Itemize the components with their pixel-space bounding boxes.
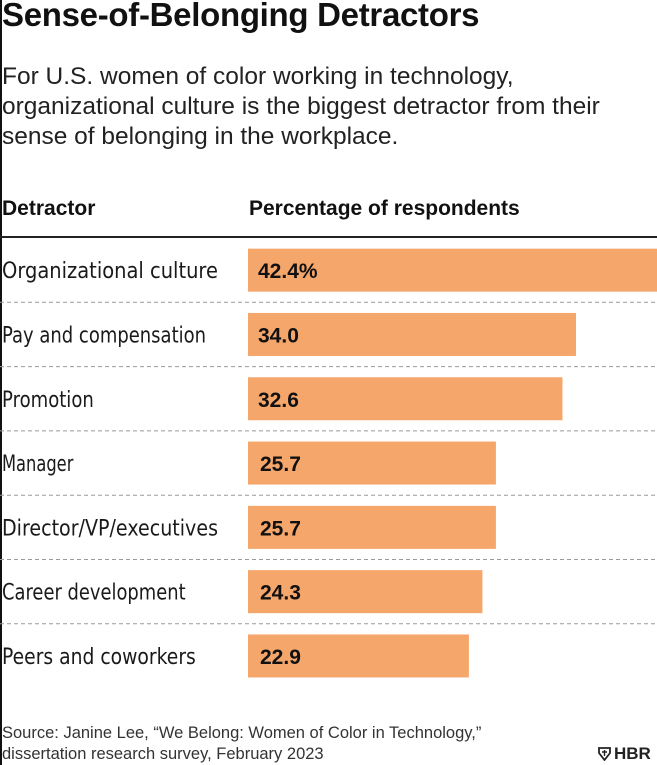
chart-subtitle: For U.S. women of color working in techn… — [2, 63, 600, 150]
source-line-1: Source: Janine Lee, “We Belong: Women of… — [2, 724, 482, 742]
chart-title: Sense-of-Belonging Detractors — [2, 0, 480, 33]
bar-organizational-culture — [248, 248, 657, 292]
category-label-organizational-culture: Organizational culture — [2, 259, 218, 284]
category-label-peers-and-coworkers: Peers and coworkers — [2, 645, 196, 670]
category-label-promotion: Promotion — [2, 388, 94, 413]
brand-text: HBR — [614, 744, 651, 763]
source-line-2: dissertation research survey, February 2… — [2, 745, 324, 763]
bar-peers-and-coworkers — [248, 634, 469, 678]
column-header-percentage: Percentage of respondents — [249, 197, 520, 220]
bar-director-vp-executives — [248, 505, 496, 549]
category-label-pay-and-compensation: Pay and compensation — [2, 323, 206, 348]
value-label-promotion: 32.6 — [258, 389, 299, 412]
bar-career-development — [248, 570, 483, 614]
category-label-director-vp-executives: Director/VP/executives — [2, 516, 218, 541]
bar-chart: Organizational culture 42.4% Pay and compe… — [0, 248, 657, 678]
category-label-manager: Manager — [2, 452, 74, 477]
value-label-organizational-culture: 42.4% — [258, 260, 318, 283]
value-label-manager: 25.7 — [260, 453, 301, 476]
value-label-director-vp-executives: 25.7 — [260, 517, 301, 540]
value-label-peers-and-coworkers: 22.9 — [260, 646, 301, 669]
hbr-logo: HBR — [598, 744, 651, 764]
header-rule — [0, 236, 657, 238]
bar-pay-and-compensation — [248, 312, 576, 356]
hbr-shield-icon — [598, 747, 611, 761]
category-label-career-development: Career development — [2, 581, 186, 606]
source-note: Source: Janine Lee, “We Belong: Women of… — [2, 723, 481, 765]
value-label-pay-and-compensation: 34.0 — [258, 324, 299, 347]
column-header-detractor: Detractor — [2, 197, 96, 220]
bar-promotion — [248, 377, 563, 421]
bar-manager — [248, 441, 496, 485]
left-border-rule — [0, 0, 2, 765]
value-label-career-development: 24.3 — [260, 582, 301, 605]
